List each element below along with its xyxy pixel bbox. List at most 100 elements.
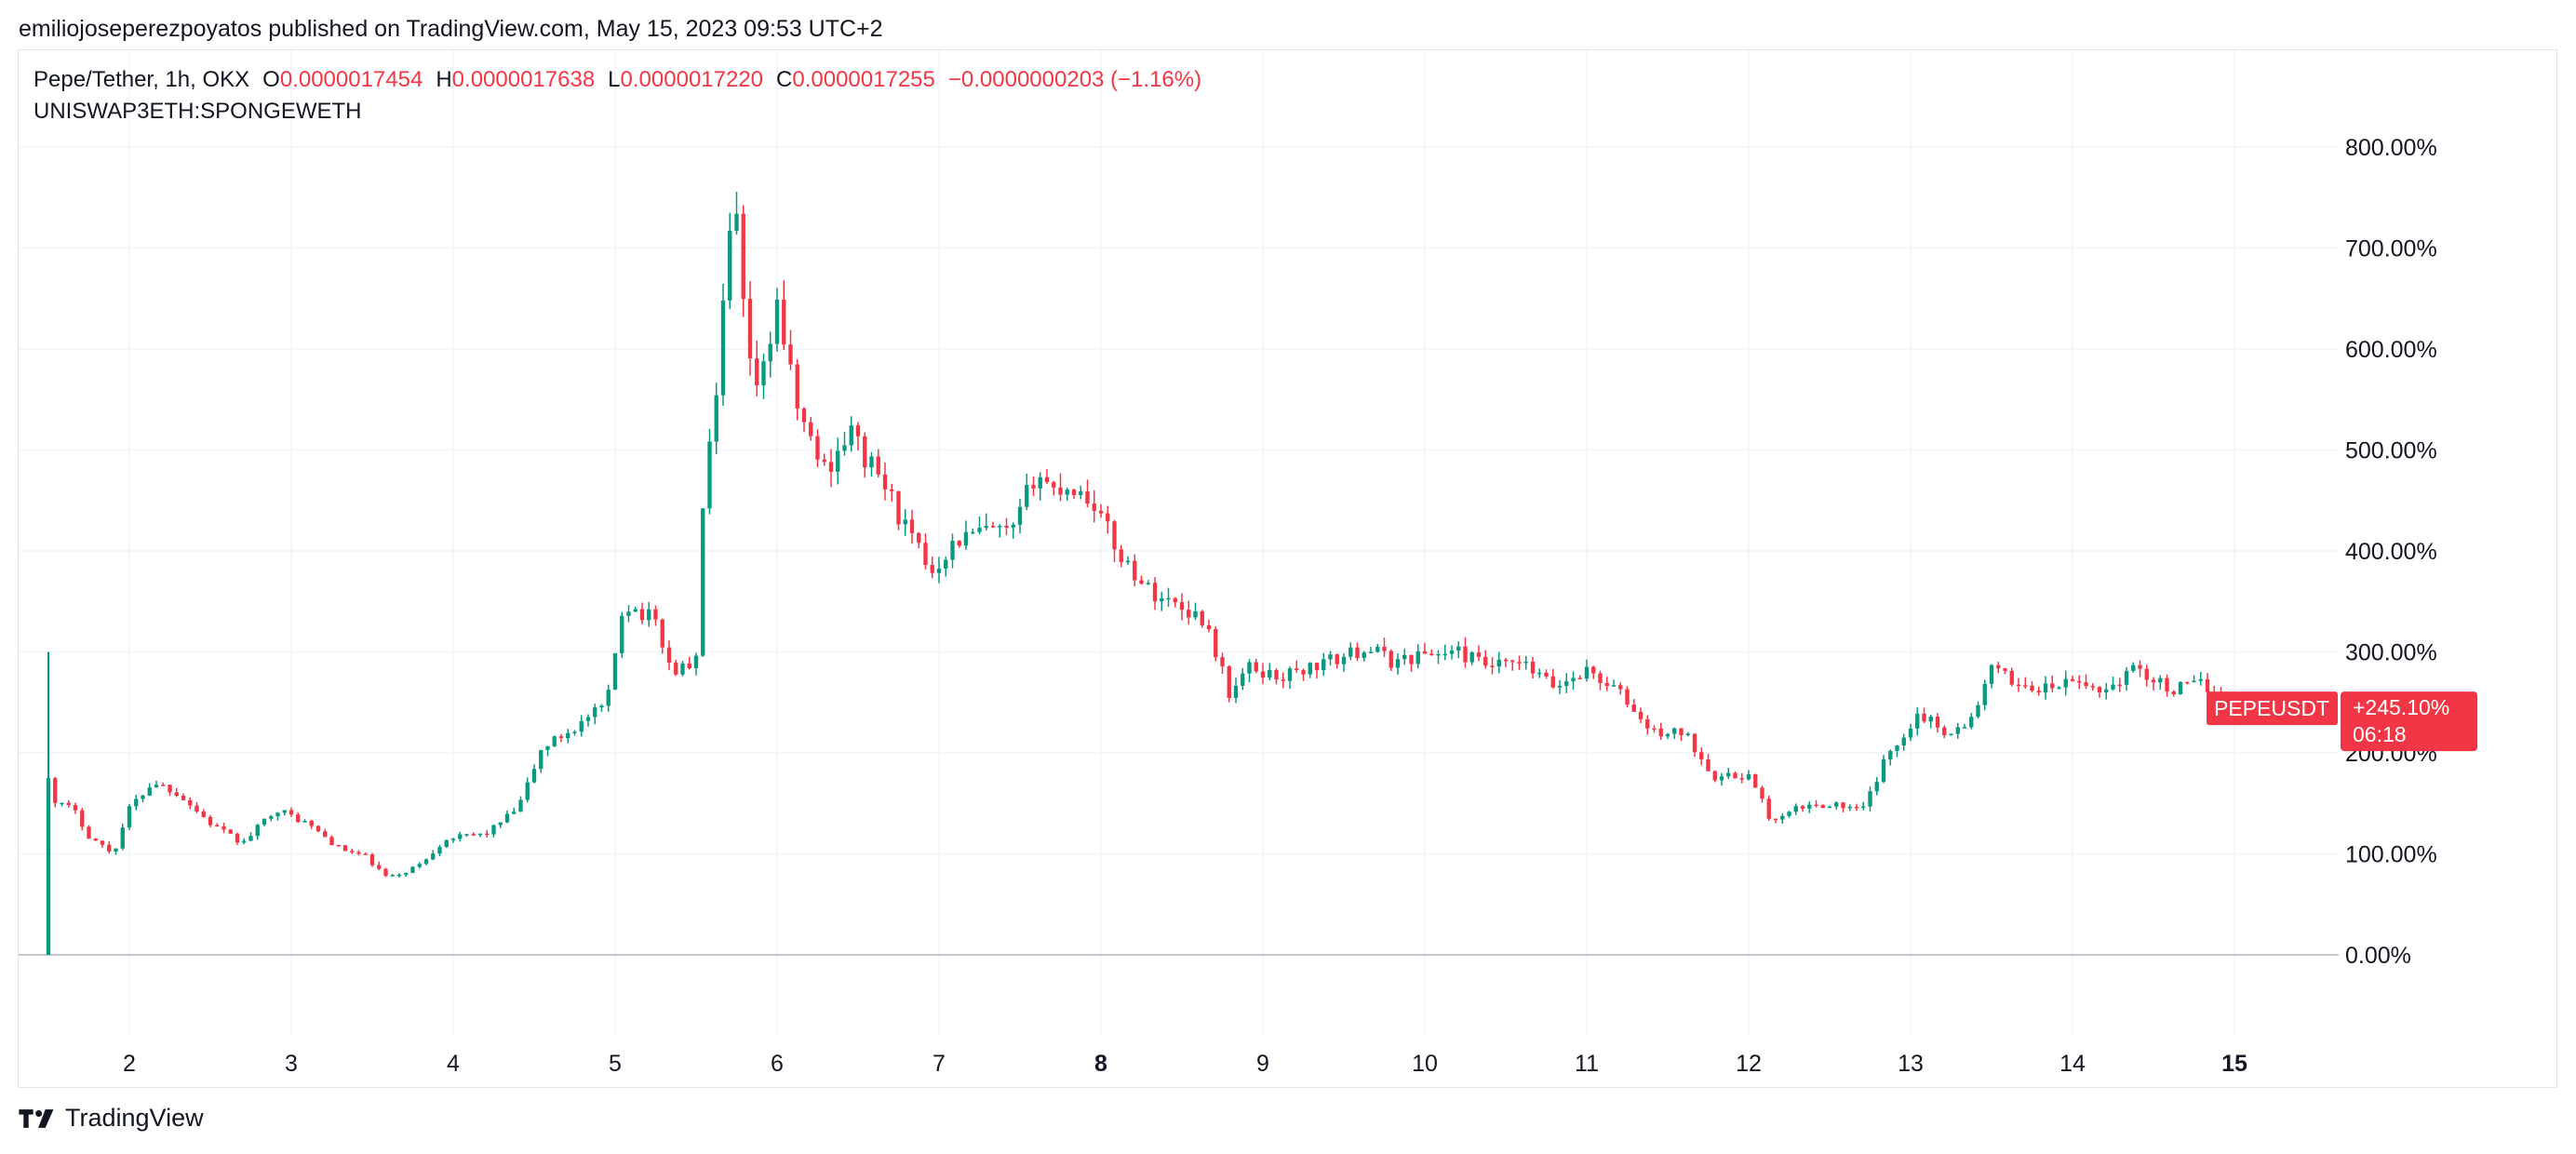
candle-body bbox=[1133, 560, 1137, 581]
candle-body bbox=[1098, 510, 1104, 514]
candle-body bbox=[1922, 713, 1926, 722]
candle-body bbox=[2198, 678, 2203, 681]
candle-body bbox=[653, 609, 658, 620]
candle-body bbox=[1085, 491, 1090, 504]
candle-body bbox=[863, 436, 867, 468]
candle-body bbox=[1571, 678, 1576, 682]
candle-body bbox=[1355, 647, 1360, 659]
candle-body bbox=[1928, 717, 1933, 722]
candle-body bbox=[1483, 656, 1488, 666]
candle-body bbox=[1949, 733, 1953, 736]
high-value: 0.0000017638 bbox=[451, 67, 596, 92]
candle-body bbox=[1268, 670, 1272, 678]
candle-body bbox=[154, 785, 159, 788]
candle-body bbox=[46, 778, 51, 955]
candle-body bbox=[1982, 683, 1987, 705]
candle-body bbox=[1658, 728, 1663, 737]
candle-body bbox=[1706, 758, 1711, 772]
candle-body bbox=[1368, 651, 1374, 653]
candle-body bbox=[1214, 629, 1218, 658]
candle-body bbox=[842, 445, 847, 451]
candle-body bbox=[485, 833, 490, 836]
candle-body bbox=[350, 851, 355, 852]
candle-body bbox=[174, 792, 179, 797]
x-tick-label: 3 bbox=[285, 1051, 298, 1077]
candle-body bbox=[869, 456, 874, 468]
candle-body bbox=[1490, 665, 1495, 667]
candle-body bbox=[1895, 745, 1899, 751]
candle-body bbox=[1004, 526, 1009, 529]
candle-body bbox=[2063, 678, 2068, 688]
candle-body bbox=[2050, 683, 2055, 689]
footer-brand[interactable]: TradingView bbox=[19, 1104, 204, 1133]
y-tick-label: 400.00% bbox=[2345, 539, 2437, 565]
candle-body bbox=[390, 875, 395, 877]
candle-body bbox=[2003, 668, 2007, 671]
compare-symbol[interactable]: UNISWAP3ETH:SPONGEWETH bbox=[34, 99, 362, 124]
candle-body bbox=[2077, 680, 2082, 683]
candle-body bbox=[890, 489, 894, 491]
candle-body bbox=[410, 866, 415, 873]
candle-body bbox=[1908, 728, 1913, 738]
candle-body bbox=[195, 805, 199, 812]
candle-body bbox=[504, 813, 510, 823]
candle-body bbox=[1463, 646, 1468, 663]
candle-body bbox=[1719, 776, 1724, 781]
candle-body bbox=[693, 655, 699, 669]
x-tick-label: 14 bbox=[2059, 1051, 2086, 1077]
candle-body bbox=[720, 300, 726, 396]
legend-compare-row: UNISWAP3ETH:SPONGEWETH bbox=[34, 96, 1201, 127]
candle-body bbox=[903, 519, 907, 525]
candle-body bbox=[255, 825, 260, 837]
candle-body bbox=[788, 344, 793, 365]
candle-body bbox=[1807, 804, 1812, 809]
low-value: 0.0000017220 bbox=[620, 67, 764, 92]
candle-body bbox=[1557, 685, 1563, 688]
candle-body bbox=[2131, 664, 2136, 671]
candle-body bbox=[896, 490, 901, 525]
candle-body bbox=[1685, 733, 1690, 736]
candle-body bbox=[87, 826, 91, 839]
candle-body bbox=[1996, 664, 2001, 669]
y-tick-label: 700.00% bbox=[2345, 236, 2437, 262]
candle-body bbox=[1726, 772, 1731, 777]
candle-body bbox=[1173, 597, 1177, 603]
chart-frame[interactable] bbox=[18, 49, 2557, 1088]
candle-body bbox=[1591, 666, 1596, 674]
candle-body bbox=[2090, 686, 2095, 688]
candle-body bbox=[1631, 704, 1636, 712]
candle-body bbox=[1146, 583, 1150, 584]
candle-body bbox=[1071, 490, 1077, 496]
tradingview-brand-label: TradingView bbox=[65, 1104, 204, 1132]
candle-body bbox=[1935, 717, 1940, 728]
candle-body bbox=[620, 615, 624, 653]
candle-body bbox=[2043, 683, 2048, 693]
candle-body bbox=[120, 827, 125, 849]
candle-body bbox=[957, 541, 961, 546]
candle-body bbox=[2158, 678, 2163, 683]
candle-body bbox=[444, 839, 449, 847]
candle-body bbox=[275, 812, 280, 817]
candle-body bbox=[1611, 685, 1617, 687]
x-tick-label: 11 bbox=[1575, 1051, 1599, 1077]
candle-body bbox=[1025, 485, 1029, 507]
candle-body bbox=[323, 831, 328, 838]
candle-body bbox=[1962, 727, 1967, 729]
candle-body bbox=[1402, 654, 1407, 660]
candle-body bbox=[626, 611, 631, 616]
candle-body bbox=[1065, 490, 1069, 495]
x-tick-label: 12 bbox=[1736, 1051, 1762, 1077]
candle-body bbox=[1476, 652, 1482, 657]
candle-body bbox=[66, 802, 71, 805]
x-tick-label: 6 bbox=[771, 1051, 784, 1077]
publisher-line: emiliojoseperezpoyatos published on Trad… bbox=[19, 16, 883, 42]
candle-body bbox=[100, 840, 105, 845]
candle-body bbox=[876, 456, 880, 475]
candle-body bbox=[1206, 624, 1212, 630]
candle-body bbox=[93, 839, 98, 841]
candle-body bbox=[525, 782, 530, 800]
candle-body bbox=[1773, 818, 1778, 821]
candle-body bbox=[2016, 684, 2021, 687]
symbol-description[interactable]: Pepe/Tether, 1h, OKX bbox=[34, 67, 250, 92]
